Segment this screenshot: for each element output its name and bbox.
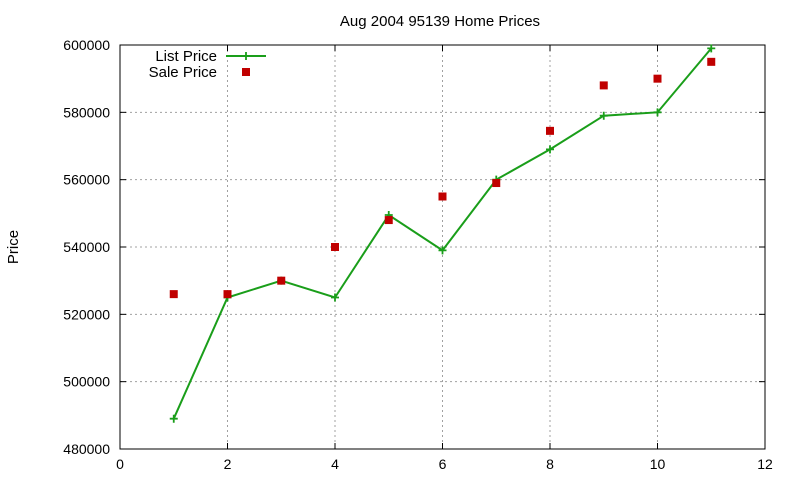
legend-label: List Price (155, 48, 217, 65)
sale-price-point (653, 74, 662, 83)
x-tick-label: 12 (757, 456, 773, 472)
legend-marker (242, 68, 250, 76)
x-tick-label: 2 (224, 456, 232, 472)
x-tick-label: 0 (116, 456, 124, 472)
sale-price-point (169, 290, 178, 299)
list-price-point (169, 414, 178, 423)
x-tick-label: 6 (439, 456, 447, 472)
y-tick-label: 560000 (63, 172, 110, 188)
list-price-point (331, 293, 339, 302)
sale-price-point (707, 57, 716, 66)
list-price-line (172, 47, 713, 420)
legend-label: Sale Price (149, 64, 217, 81)
chart-title: Aug 2004 95139 Home Prices (340, 13, 540, 30)
y-tick-label: 580000 (63, 104, 110, 120)
list-price-point (438, 246, 447, 255)
sale-price-point (277, 276, 286, 285)
y-tick-label: 500000 (63, 374, 110, 390)
x-tick-label: 10 (650, 456, 666, 472)
y-tick-label: 540000 (63, 239, 110, 255)
sale-price-point (438, 192, 447, 201)
list-price-point (707, 44, 716, 53)
sale-price-point (599, 81, 608, 90)
series-sale-price (169, 57, 716, 299)
list-price-point (546, 145, 554, 154)
x-tick-label: 8 (546, 456, 554, 472)
sale-price-point (384, 216, 393, 225)
list-price-point (599, 111, 608, 120)
y-tick-label: 520000 (63, 306, 110, 322)
y-tick-label: 600000 (63, 37, 110, 53)
y-axis-label: Price (5, 230, 22, 264)
legend-marker (242, 52, 250, 60)
sale-price-point (331, 243, 339, 251)
list-price-point (653, 108, 662, 117)
sale-price-point (492, 179, 501, 188)
x-tick-label: 4 (331, 456, 339, 472)
axis-ticks: 0 2 4 6 8 10 12 480000 500000 520000 540000 560000 5… (63, 37, 773, 472)
y-tick-label: 480000 (63, 441, 110, 457)
sale-price-point (546, 126, 554, 135)
sale-price-point (223, 290, 232, 299)
series (169, 44, 716, 423)
